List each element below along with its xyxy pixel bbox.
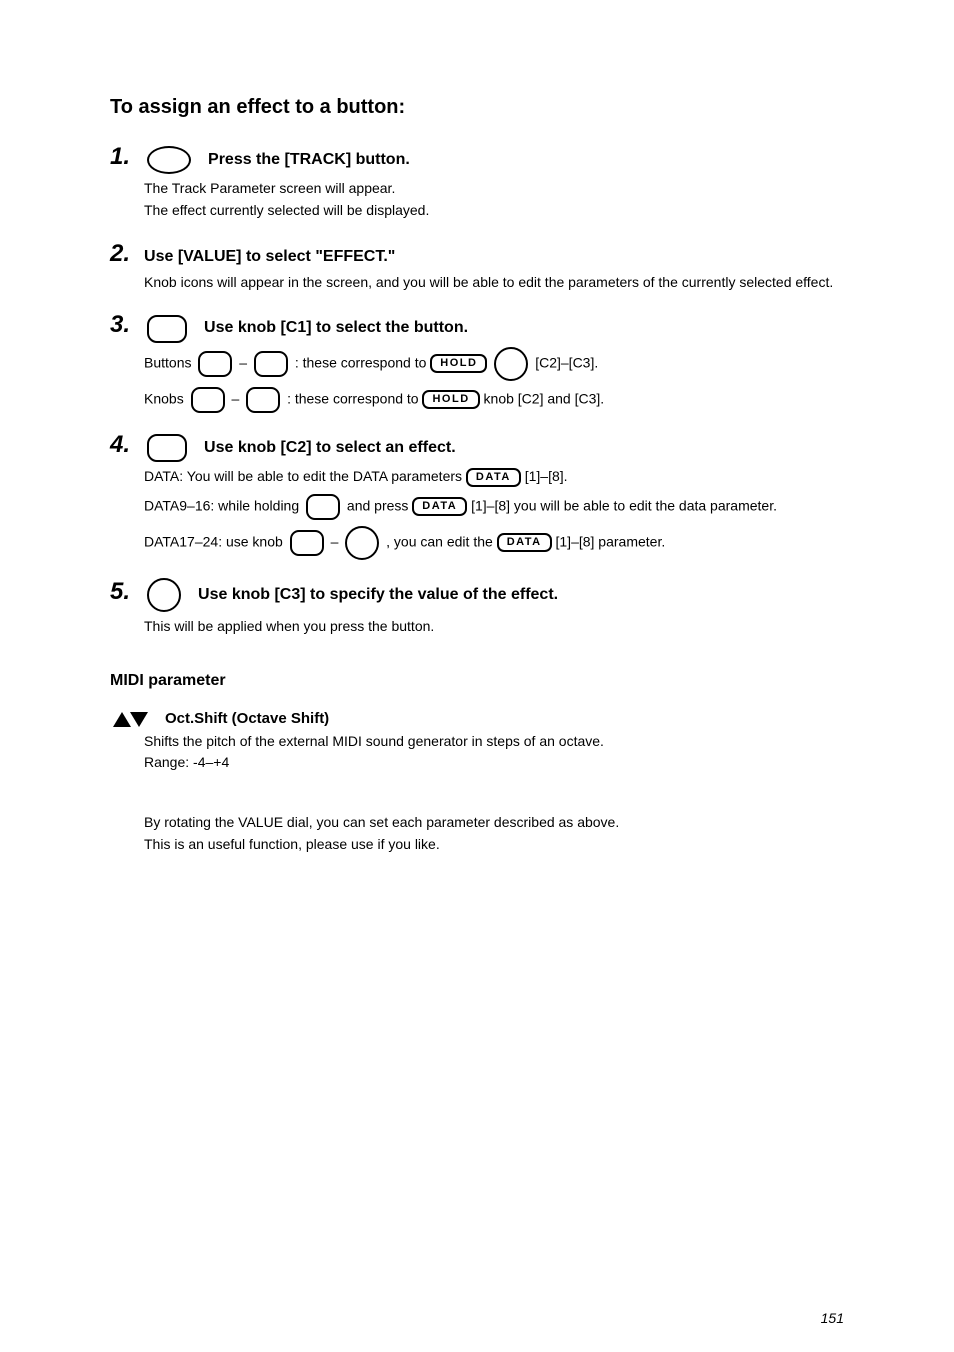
c2c3-round-icon [494, 347, 528, 381]
step-4-t5: and press [347, 497, 412, 513]
data-badge-1: DATA [466, 468, 521, 487]
step-3-t11: : these correspond to [287, 390, 422, 406]
step-3-title: Use knob [C1] to select the button. [204, 319, 468, 337]
step-3: 3. Use knob [C1] to select the button. B… [110, 311, 844, 412]
page: To assign an effect to a button: 1. Pres… [0, 0, 954, 1352]
step-5-header: 5. Use knob [C3] to specify the value of… [110, 578, 844, 612]
step-4-t9: – [331, 533, 343, 549]
step-2-header: 2. Use [VALUE] to select "EFFECT." [110, 240, 844, 268]
step-4-t1: DATA: You will be able to edit the DATA … [144, 468, 466, 484]
c3-button-icon [254, 351, 288, 377]
step-3-t5: : these correspond to [295, 354, 430, 370]
midi-parameter-title: MIDI parameter [110, 672, 844, 690]
step-4-header: 4. Use knob [C2] to select an effect. [110, 431, 844, 462]
step-4-t12: [1]–[8] parameter. [556, 533, 666, 549]
c3-knob-icon [246, 387, 280, 413]
step-3-t6: [C2]–[C3]. [535, 354, 598, 370]
step-3-header: 3. Use knob [C1] to select the button. [110, 311, 844, 342]
c1-knob-icon [147, 315, 187, 343]
center-note: By rotating the VALUE dial, you can set … [144, 812, 844, 855]
step-4-t11: , you can edit the [386, 533, 497, 549]
step-1-num: 1. [110, 143, 130, 171]
step-2-body: Knob icons will appear in the screen, an… [144, 272, 844, 294]
data-badge-3: DATA [497, 533, 552, 552]
step-1-header: 1. Press the [TRACK] button. [110, 143, 844, 174]
step-5: 5. Use knob [C3] to specify the value of… [110, 578, 844, 638]
hold-badge-1: HOLD [430, 354, 487, 373]
c2-knob-icon [191, 387, 225, 413]
step-5-title: Use knob [C3] to specify the value of th… [198, 586, 558, 604]
step-4-line1: DATA: You will be able to edit the DATA … [144, 466, 844, 488]
midi-para-1: Oct.Shift (Octave Shift) Shifts the pitc… [110, 710, 844, 774]
step-1-body: The Track Parameter screen will appear. … [144, 178, 844, 221]
step-1-title: Press the [TRACK] button. [208, 151, 410, 169]
step-4-t3: DATA9–16: while holding [144, 497, 303, 513]
page-number: 151 [821, 1310, 844, 1326]
step-2-title: Use [VALUE] to select "EFFECT." [144, 248, 395, 266]
step-3-num: 3. [110, 311, 130, 339]
step-3-t12: knob [C2] and [C3]. [484, 390, 605, 406]
c2-button-icon [198, 351, 232, 377]
step-3-t1: Buttons [144, 354, 195, 370]
c3-round-icon-step4 [345, 526, 379, 560]
step-4-title: Use knob [C2] to select an effect. [204, 439, 456, 457]
step-2: 2. Use [VALUE] to select "EFFECT." Knob … [110, 240, 844, 294]
step-1: 1. Press the [TRACK] button. The Track P… [110, 143, 844, 222]
step-3-t7: Knobs [144, 390, 188, 406]
step-5-body: This will be applied when you press the … [144, 616, 844, 638]
midi-para-1-label: Oct.Shift (Octave Shift) [165, 710, 329, 727]
step-4-t7: DATA17–24: use knob [144, 533, 287, 549]
c3-pill-icon-step4 [306, 494, 340, 520]
step-3-line2: Knobs – : these correspond to HOLD knob … [144, 387, 844, 413]
c3-knob-icon-step5 [147, 578, 181, 612]
step-3-t3: – [239, 354, 251, 370]
step-3-t9: – [231, 390, 243, 406]
step-4-body: DATA: You will be able to edit the DATA … [144, 466, 844, 560]
step-4-t6: [1]–[8] you will be able to edit the dat… [471, 497, 777, 513]
step-4-t2: [1]–[8]. [525, 468, 568, 484]
up-down-icon [113, 710, 148, 727]
track-button-icon [147, 146, 191, 174]
section-title: To assign an effect to a button: [110, 96, 844, 119]
hold-badge-2: HOLD [422, 390, 479, 409]
c2-knob-icon-step4 [147, 434, 187, 462]
midi-para-1-body: Shifts the pitch of the external MIDI so… [144, 731, 844, 774]
step-3-body: Buttons – : these correspond to HOLD [C2… [144, 347, 844, 413]
data-badge-2: DATA [412, 497, 467, 516]
step-2-num: 2. [110, 240, 130, 268]
step-4-line3: DATA17–24: use knob – , you can edit the… [144, 526, 844, 560]
c3-pill-icon-step4b [290, 530, 324, 556]
step-3-line1: Buttons – : these correspond to HOLD [C2… [144, 347, 844, 381]
step-5-num: 5. [110, 578, 130, 606]
step-4: 4. Use knob [C2] to select an effect. DA… [110, 431, 844, 560]
step-4-line2: DATA9–16: while holding and press DATA [… [144, 494, 844, 520]
midi-para-1-header: Oct.Shift (Octave Shift) [110, 710, 844, 727]
step-4-num: 4. [110, 431, 130, 459]
